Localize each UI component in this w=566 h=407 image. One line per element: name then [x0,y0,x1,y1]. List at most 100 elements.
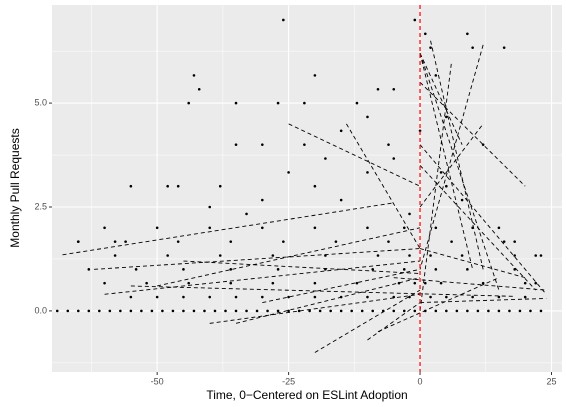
point [108,309,112,313]
point [187,281,191,285]
point [408,212,411,216]
point [350,309,353,313]
trend-line [419,165,537,291]
point [392,309,396,313]
point [413,309,417,313]
point [297,309,301,313]
point [313,74,317,77]
point [313,226,317,230]
point [261,198,264,202]
point [287,309,290,313]
panel [52,5,562,372]
point [513,240,516,243]
point [261,295,264,299]
point [481,281,485,285]
point [371,268,375,271]
trend-line [419,123,484,208]
point [392,157,396,160]
point [182,309,185,313]
point [266,309,269,313]
point [339,198,343,202]
point [287,171,290,174]
trend-line [393,277,547,291]
point [455,309,459,313]
point [276,309,280,313]
point [429,254,432,257]
point [245,212,248,216]
point [439,171,443,174]
point [487,309,490,313]
point [150,309,154,313]
trend-line [104,260,421,295]
point [508,309,511,313]
point [445,309,448,313]
point [282,18,285,22]
point [124,240,127,243]
trend-line [314,289,421,353]
point [203,309,206,313]
trend-line [419,144,547,295]
point [513,254,516,257]
point [76,309,80,313]
point [145,281,148,285]
point [366,171,369,174]
point [234,101,238,105]
point [518,309,522,313]
y-axis-title: Monthly Pull Requests [8,128,22,247]
point [303,101,306,105]
trend-line [183,260,421,274]
point [261,226,264,230]
point [140,309,143,313]
point [355,281,359,285]
point [502,240,506,243]
point [523,295,527,299]
point [134,268,138,271]
point [408,295,411,299]
point [408,254,411,257]
point [429,46,432,49]
point [376,254,380,257]
point [208,295,212,299]
point [176,240,180,243]
point [313,184,317,188]
x-tick-label: -50 [151,376,164,386]
point [387,143,390,146]
point [366,226,369,230]
point [523,281,527,285]
point [402,268,406,271]
point [55,309,59,313]
trend-line [262,268,421,304]
point [392,87,396,91]
point [208,226,212,230]
x-axis-title: Time, 0−Centered on ESLint Adoption [206,388,407,402]
x-tick-label: -25 [282,376,295,386]
point [413,18,417,22]
point [192,309,196,313]
point [539,254,543,257]
point [287,295,290,299]
point [466,309,469,313]
point [434,309,438,313]
point [534,281,538,285]
trend-line [209,293,421,324]
point [282,240,285,243]
point [234,143,238,146]
trend-line [419,44,484,270]
point [229,240,233,243]
point [271,281,275,285]
point [434,268,438,271]
point [534,254,538,257]
point [502,46,506,49]
trend-line [157,227,421,287]
point [387,240,390,243]
point [366,115,369,119]
point [460,198,464,202]
point [234,295,238,299]
point [192,74,196,77]
trend-line [419,53,463,145]
point [245,309,248,313]
point [218,184,222,188]
point [197,87,201,91]
point [166,254,169,257]
